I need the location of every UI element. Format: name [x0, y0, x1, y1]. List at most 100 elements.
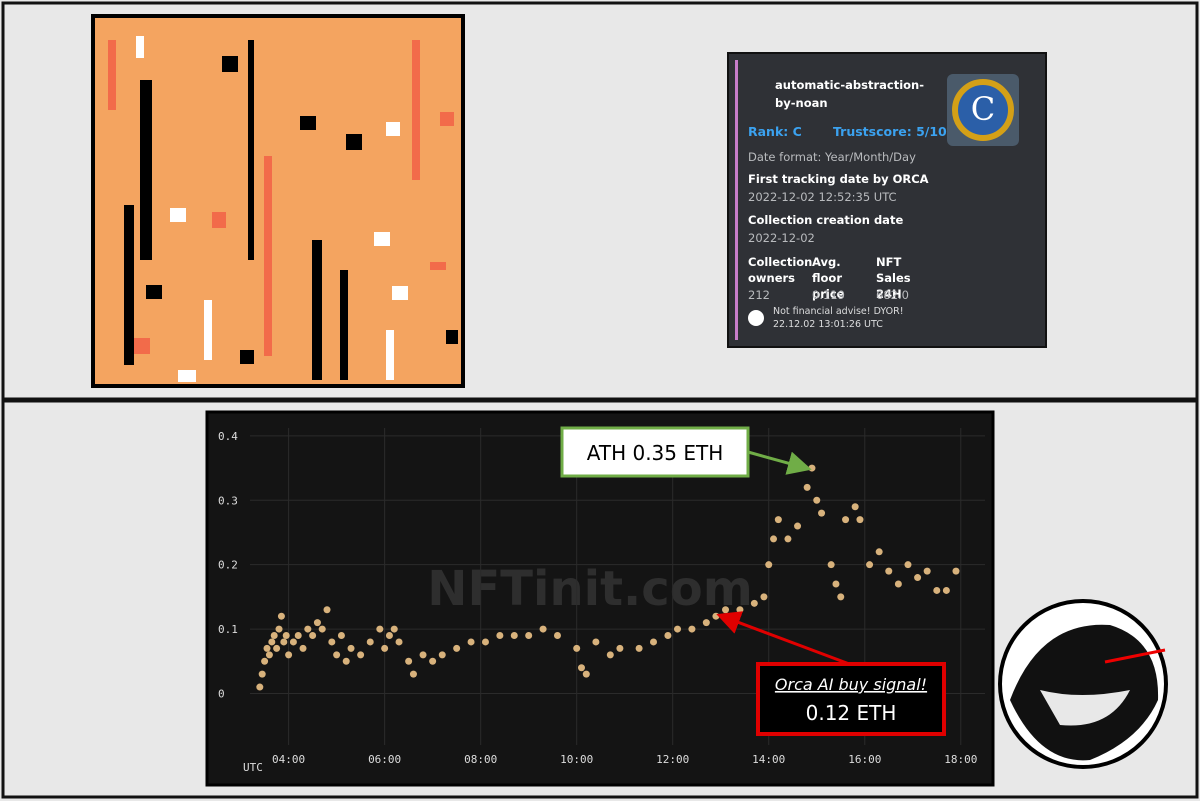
point [914, 574, 922, 582]
y-tick-label: 0.2 [218, 559, 238, 572]
field-label: Avg. floor price [812, 255, 845, 301]
point [390, 625, 398, 633]
point [765, 561, 773, 569]
annotation-arrow [747, 450, 812, 475]
point [270, 632, 278, 640]
point [285, 651, 293, 659]
point [328, 638, 336, 646]
footer-time: 22.12.02 13:01:26 UTC [773, 319, 883, 330]
footer: Not financial advise! DYOR! [773, 306, 904, 317]
annotation-text: Orca AI buy signal! [775, 675, 927, 694]
point [282, 632, 290, 640]
point [712, 612, 720, 620]
field-label: NFT Sales 24H [876, 255, 911, 301]
point [606, 651, 614, 659]
point [510, 632, 518, 640]
point [299, 644, 307, 652]
point [381, 644, 389, 652]
point [784, 535, 792, 543]
embed-card: automatic-abstraction-by-noan C Rank: C … [727, 52, 1047, 348]
svg-text:C: C [971, 90, 995, 128]
x-unit-label: UTC [243, 761, 263, 774]
point [851, 503, 859, 511]
point [832, 580, 840, 588]
orca-avatar [998, 599, 1168, 769]
point [856, 516, 864, 524]
point [280, 638, 288, 646]
point [453, 644, 461, 652]
y-tick-label: 0.3 [218, 494, 238, 507]
icon-graphic: C [952, 79, 1014, 141]
point [261, 657, 269, 665]
point [674, 625, 682, 633]
point [688, 625, 696, 633]
point [357, 651, 365, 659]
point [664, 632, 672, 640]
icon: C [947, 74, 1019, 146]
x-tick-label: 10:00 [560, 753, 593, 766]
point [429, 657, 437, 665]
point [818, 509, 826, 517]
point [837, 593, 845, 601]
field-value: 682.0 [876, 288, 909, 302]
point [582, 670, 590, 678]
point [803, 483, 811, 491]
point [760, 593, 768, 601]
field-value: 212 [748, 288, 770, 302]
point [438, 651, 446, 659]
point [304, 625, 312, 633]
plot: 0 0.1 0.2 0.3 0.4 04:00 06:00 08:00 10:00 12:00 14… [218, 426, 985, 766]
point [808, 464, 816, 472]
point [770, 535, 778, 543]
trustscore: Trustscore: 5/10 [833, 124, 947, 139]
creation-label: Collection creation date [748, 213, 904, 227]
annotation-text: 0.12 ETH [806, 701, 897, 725]
annotation-text: ATH 0.35 ETH [587, 441, 724, 465]
y-tick-label: 0.1 [218, 623, 238, 636]
point [395, 638, 403, 646]
point [875, 548, 883, 556]
point [904, 561, 912, 569]
point [616, 644, 624, 652]
creation-value: 2022-12-02 [748, 231, 815, 245]
point [405, 657, 413, 665]
x-tick-label: 06:00 [368, 753, 401, 766]
point [275, 625, 283, 633]
point [467, 638, 475, 646]
point [313, 619, 321, 627]
field-label: Collection owners [748, 255, 813, 285]
point [409, 670, 417, 678]
x-tick-label: 18:00 [944, 753, 977, 766]
point [342, 657, 350, 665]
point [923, 567, 931, 575]
warning-icon [748, 310, 764, 326]
point [419, 651, 427, 659]
point [273, 644, 281, 652]
point [702, 619, 710, 627]
date-format: Date format: Year/Month/Day [748, 150, 916, 164]
first-tracking-label: First tracking date by ORCA [748, 172, 929, 186]
x-tick-label: 12:00 [656, 753, 689, 766]
collection-name: automatic-abstraction-by-noan [775, 78, 925, 110]
point [323, 606, 331, 614]
point [481, 638, 489, 646]
point [525, 632, 533, 640]
point [385, 632, 393, 640]
point [265, 651, 273, 659]
point [942, 586, 950, 594]
point [553, 632, 561, 640]
point [827, 561, 835, 569]
point [842, 516, 850, 524]
annotation-box [756, 662, 946, 736]
point [277, 612, 285, 620]
point [309, 632, 317, 640]
point [577, 664, 585, 672]
point [289, 638, 297, 646]
point [736, 606, 744, 614]
point [592, 638, 600, 646]
point [650, 638, 658, 646]
x-tick-label: 08:00 [464, 753, 497, 766]
point [894, 580, 902, 588]
point [496, 632, 504, 640]
